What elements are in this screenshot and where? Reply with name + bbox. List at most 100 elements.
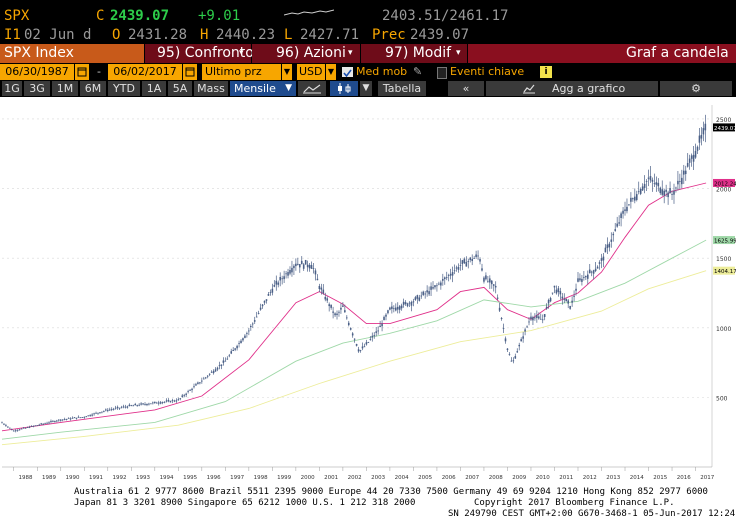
candle-body xyxy=(659,187,662,194)
candle-body xyxy=(394,307,397,311)
line-chart-icon[interactable] xyxy=(298,81,326,96)
candle-body xyxy=(682,170,685,175)
candle-body xyxy=(536,315,538,319)
frequency-select[interactable]: Mensile ▼ xyxy=(230,81,296,96)
candle-body xyxy=(124,406,127,408)
candle-body xyxy=(385,314,387,317)
candle-body xyxy=(204,377,207,379)
start-date-field[interactable]: 06/30/1987 xyxy=(0,64,74,80)
period-1m-button[interactable]: 1M xyxy=(52,81,78,96)
candle-body xyxy=(434,285,436,288)
candle-body xyxy=(663,190,665,196)
add-to-chart-button[interactable]: Agg a grafico xyxy=(486,81,658,96)
candle-body xyxy=(634,196,636,201)
eventi-checkbox[interactable] xyxy=(437,67,447,79)
currency-select[interactable]: USD xyxy=(297,64,325,80)
candle-body xyxy=(492,284,495,286)
period-1a-button[interactable]: 1A xyxy=(142,81,166,96)
x-tick-label: 1999 xyxy=(277,475,291,481)
calendar-icon[interactable] xyxy=(75,64,89,80)
end-date-field[interactable]: 06/02/2017 xyxy=(108,64,182,80)
collapse-icon[interactable]: « xyxy=(448,81,484,96)
x-tick-label: 2010 xyxy=(536,475,550,481)
chevron-down-icon[interactable]: ▼ xyxy=(282,64,292,80)
candle-body xyxy=(463,258,466,264)
moving-average-label: 2012.24 xyxy=(714,181,736,187)
candle-body xyxy=(651,179,654,182)
candle-body xyxy=(9,427,11,429)
candle-body xyxy=(7,426,9,428)
candle-body xyxy=(698,135,701,143)
period-5a-button[interactable]: 5A xyxy=(168,81,192,96)
candle-body xyxy=(216,367,219,370)
candle-body xyxy=(661,189,664,195)
chevron-down-icon[interactable]: ▼ xyxy=(326,64,336,80)
med-mob-checkbox[interactable] xyxy=(342,67,353,78)
azioni-menu[interactable]: 96) Azioni ▾ xyxy=(252,44,361,63)
candle-body xyxy=(197,382,199,384)
candle-body xyxy=(269,292,272,294)
open-value: 2431.28 xyxy=(128,27,188,43)
candle-body xyxy=(704,123,707,131)
candle-body xyxy=(177,399,180,401)
candle-body xyxy=(449,273,452,276)
candle-body xyxy=(457,266,460,270)
candle-body xyxy=(630,197,632,202)
period-max-button[interactable]: Mass xyxy=(194,81,228,96)
candle-body xyxy=(220,364,223,366)
candle-chart-icon[interactable] xyxy=(330,81,358,96)
settings-gear-icon[interactable]: ⚙ xyxy=(660,81,732,96)
candle-body xyxy=(242,338,244,341)
period-ytd-button[interactable]: YTD xyxy=(108,81,140,96)
chevron-down-icon[interactable]: ▼ xyxy=(360,81,372,96)
candle-body xyxy=(696,146,699,151)
candle-body xyxy=(263,300,266,303)
price-type-select[interactable]: Ultimo prz xyxy=(202,64,281,80)
candle-body xyxy=(506,348,509,350)
chevron-down-icon: ▾ xyxy=(456,48,461,58)
y-tick-label: 1000 xyxy=(716,326,731,333)
candle-body xyxy=(304,260,307,265)
period-1g-button[interactable]: 1G xyxy=(2,81,22,96)
candle-body xyxy=(418,297,421,301)
candle-body xyxy=(675,187,677,189)
tabella-button[interactable]: Tabella xyxy=(378,81,426,96)
candle-body xyxy=(150,403,152,405)
candle-body xyxy=(383,316,385,321)
period-3g-button[interactable]: 3G xyxy=(24,81,50,96)
candle-body xyxy=(259,307,262,310)
candle-body xyxy=(185,393,187,395)
candle-body xyxy=(571,300,573,303)
pencil-icon[interactable]: ✎ xyxy=(413,65,423,78)
index-tab[interactable]: SPX Index xyxy=(0,44,145,63)
candle-body xyxy=(377,330,379,332)
moving-average-label: 1404.17 xyxy=(714,269,736,275)
x-tick-label: 2005 xyxy=(418,475,432,481)
calendar-icon[interactable] xyxy=(183,64,197,80)
candle-body xyxy=(63,419,66,420)
candle-body xyxy=(637,191,640,193)
candle-body xyxy=(373,335,376,337)
candle-body xyxy=(81,417,84,418)
candle-body xyxy=(346,317,348,319)
moving-average-tag xyxy=(713,266,735,275)
period-6m-button[interactable]: 6M xyxy=(80,81,106,96)
candle-body xyxy=(248,330,250,332)
candle-body xyxy=(700,134,703,139)
confronto-menu[interactable]: 95) Confronto ▾ xyxy=(145,44,254,63)
modif-menu[interactable]: 97) Modif ▾ xyxy=(361,44,468,63)
candle-body xyxy=(159,402,162,404)
candle-body xyxy=(75,417,78,419)
chart-type-title: Graf a candela xyxy=(626,45,729,61)
candle-body xyxy=(312,268,315,269)
candle-body xyxy=(575,288,577,291)
info-icon[interactable]: i xyxy=(540,66,552,78)
candle-body xyxy=(314,270,317,275)
candle-body xyxy=(146,403,148,406)
candle-body xyxy=(353,338,356,340)
candle-body xyxy=(38,424,41,426)
candle-body xyxy=(514,356,517,359)
candle-body xyxy=(594,268,597,272)
candle-body xyxy=(553,285,556,288)
candle-body xyxy=(36,425,39,427)
